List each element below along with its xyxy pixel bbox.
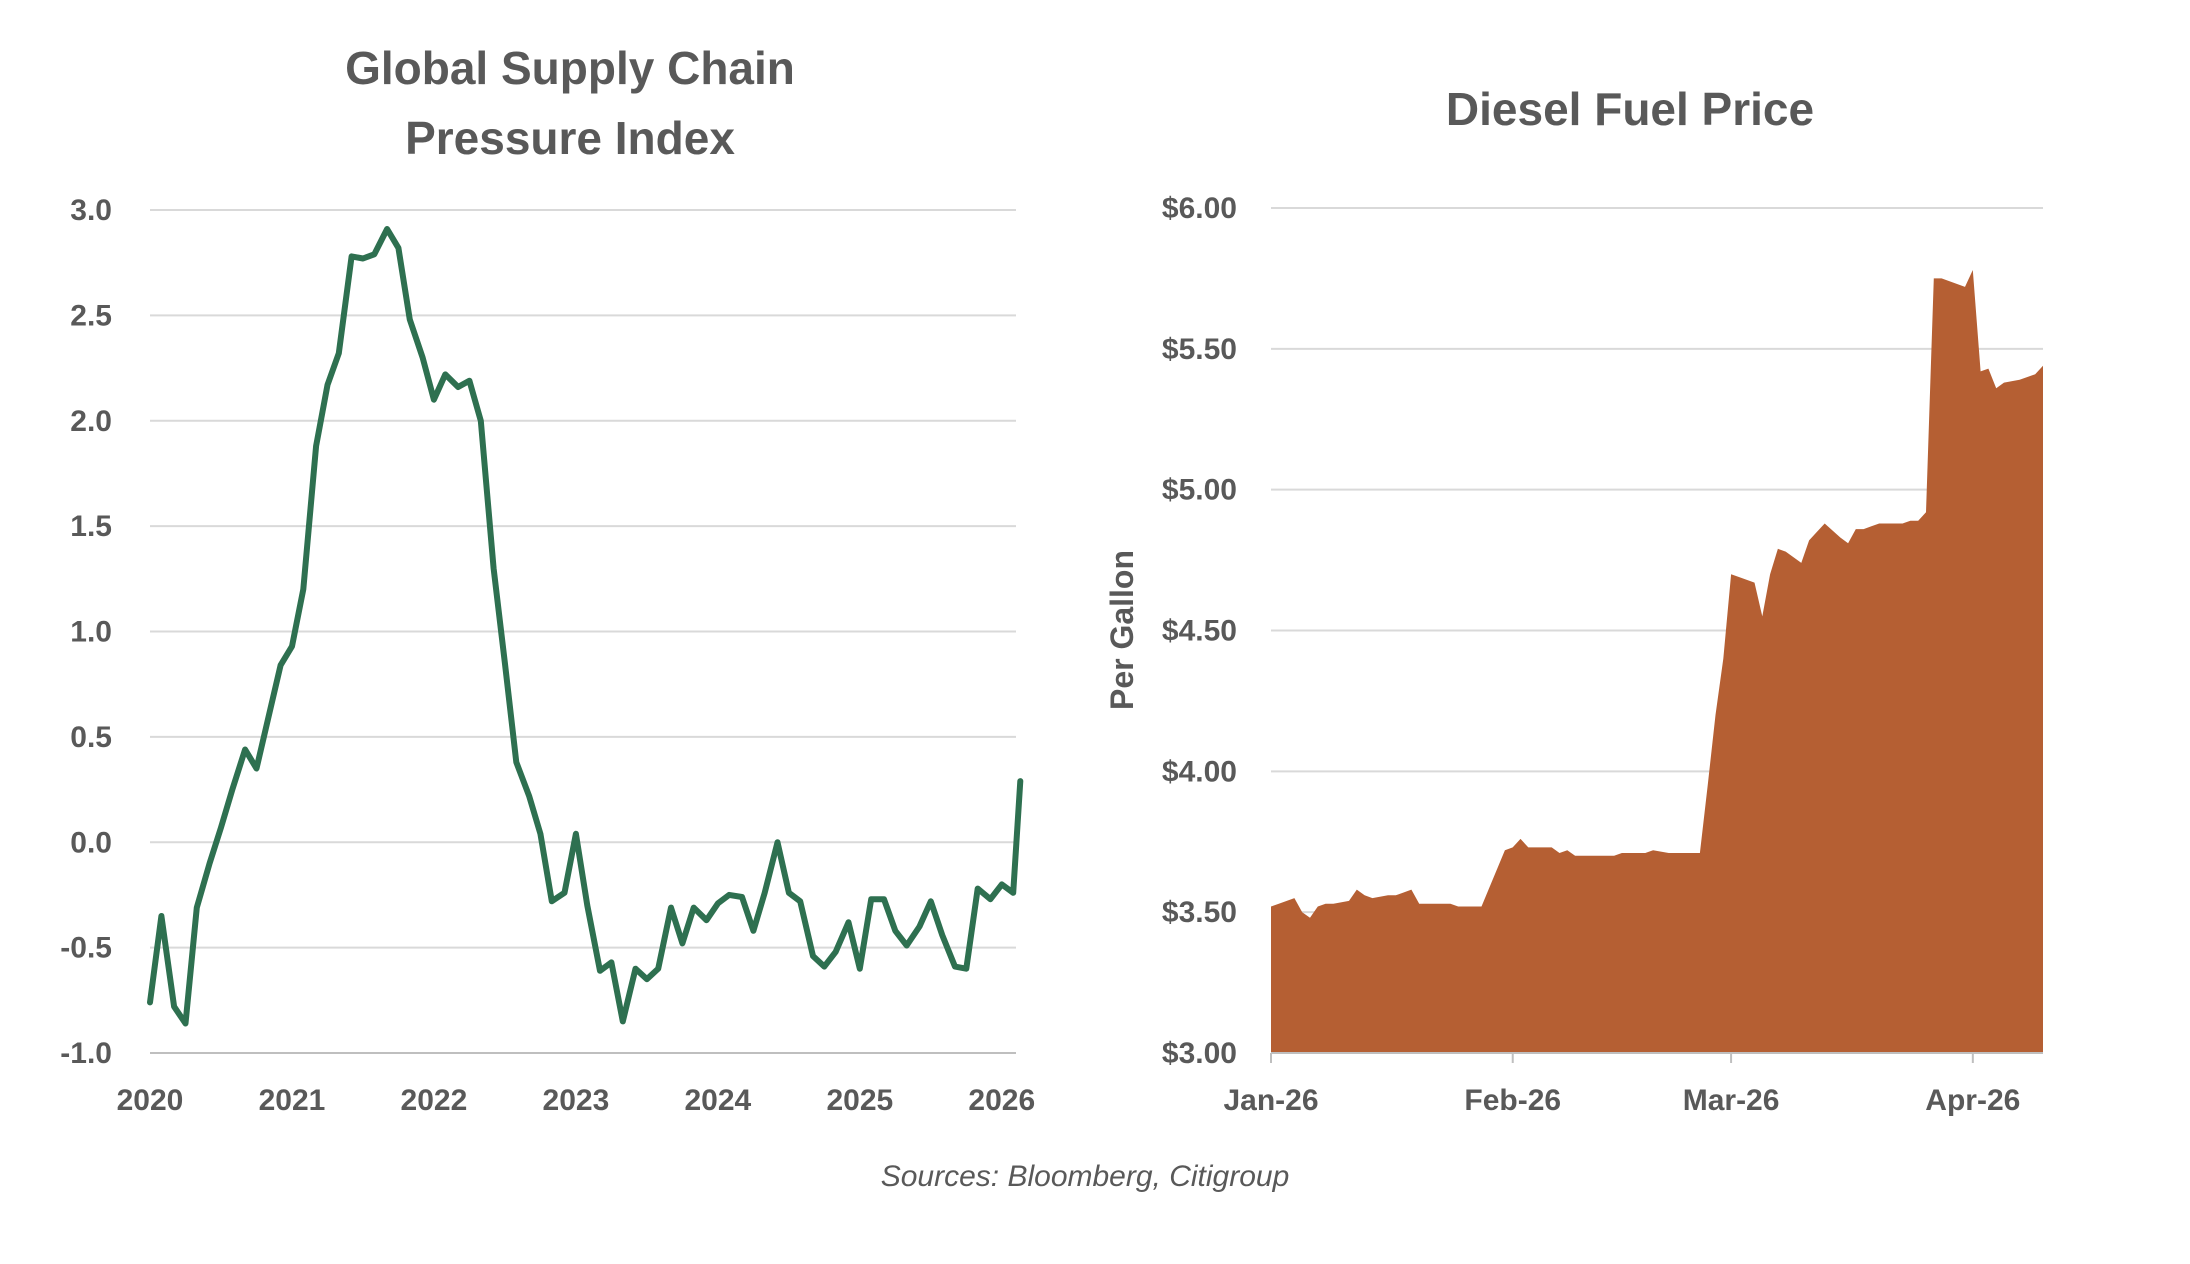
gscpi-y-tick: -1.0 [60,1037,112,1070]
gscpi-x-tick: 2020 [117,1084,184,1117]
gscpi-y-tick: 3.0 [70,194,112,227]
diesel-x-tick: Jan-26 [1223,1084,1318,1117]
gscpi-y-tick: 1.0 [70,616,112,649]
diesel-area [1271,270,2043,1053]
diesel-title: Diesel Fuel Price [1446,83,1814,135]
gscpi-y-tick: 0.0 [70,826,112,859]
gscpi-y-tick: -0.5 [60,932,112,965]
gscpi-title-line-2: Pressure Index [405,112,735,164]
gscpi-x-tick: 2025 [826,1084,893,1117]
gscpi-y-tick-labels: 3.0 2.5 2.0 1.5 1.0 0.5 0.0 -0.5 -1.0 [60,194,112,1070]
diesel-x-tick: Mar-26 [1683,1084,1780,1117]
diesel-y-tick: $3.50 [1162,896,1237,929]
diesel-y-tick: $6.00 [1162,192,1237,225]
gscpi-series [147,226,1024,1027]
gscpi-line [147,226,1024,1027]
gscpi-x-tick: 2023 [543,1084,610,1117]
gscpi-x-tick: 2021 [259,1084,326,1117]
gscpi-x-tick: 2026 [968,1084,1035,1117]
diesel-y-tick-labels: $6.00 $5.50 $5.00 $4.50 $4.00 $3.50 $3.00 [1162,192,1237,1070]
source-note: Sources: Bloomberg, Citigroup [881,1160,1290,1193]
diesel-x-tick: Feb-26 [1464,1084,1561,1117]
gscpi-x-tick: 2022 [401,1084,468,1117]
diesel-y-tick: $4.50 [1162,615,1237,648]
diesel-chart: Diesel Fuel Price Per Gallon $6.00$5.50$… [1104,83,2043,1117]
gscpi-gridlines [150,209,1016,1054]
gscpi-y-tick: 2.0 [70,405,112,438]
gscpi-chart: Global Supply Chain Pressure Index 3.0 2.… [60,42,1035,1117]
diesel-y-tick: $3.00 [1162,1037,1237,1070]
diesel-series [1271,270,2043,1053]
diesel-y-tick: $5.00 [1162,474,1237,507]
gscpi-y-tick: 1.5 [70,510,112,543]
diesel-y-axis-label: Per Gallon [1104,550,1140,710]
diesel-x-tick: Apr-26 [1925,1084,2020,1117]
diesel-y-tick: $5.50 [1162,333,1237,366]
diesel-x-tick-labels: Jan-26 Feb-26 Mar-26 Apr-26 [1223,1052,2043,1117]
gscpi-x-tick-labels: 2020 2021 2022 2023 2024 2025 2026 [117,1084,1036,1117]
gscpi-y-tick: 2.5 [70,299,112,332]
gscpi-title-line-1: Global Supply Chain [345,42,795,94]
gscpi-x-tick: 2024 [684,1084,751,1117]
gscpi-y-tick: 0.5 [70,721,112,754]
diesel-y-tick: $4.00 [1162,755,1237,788]
